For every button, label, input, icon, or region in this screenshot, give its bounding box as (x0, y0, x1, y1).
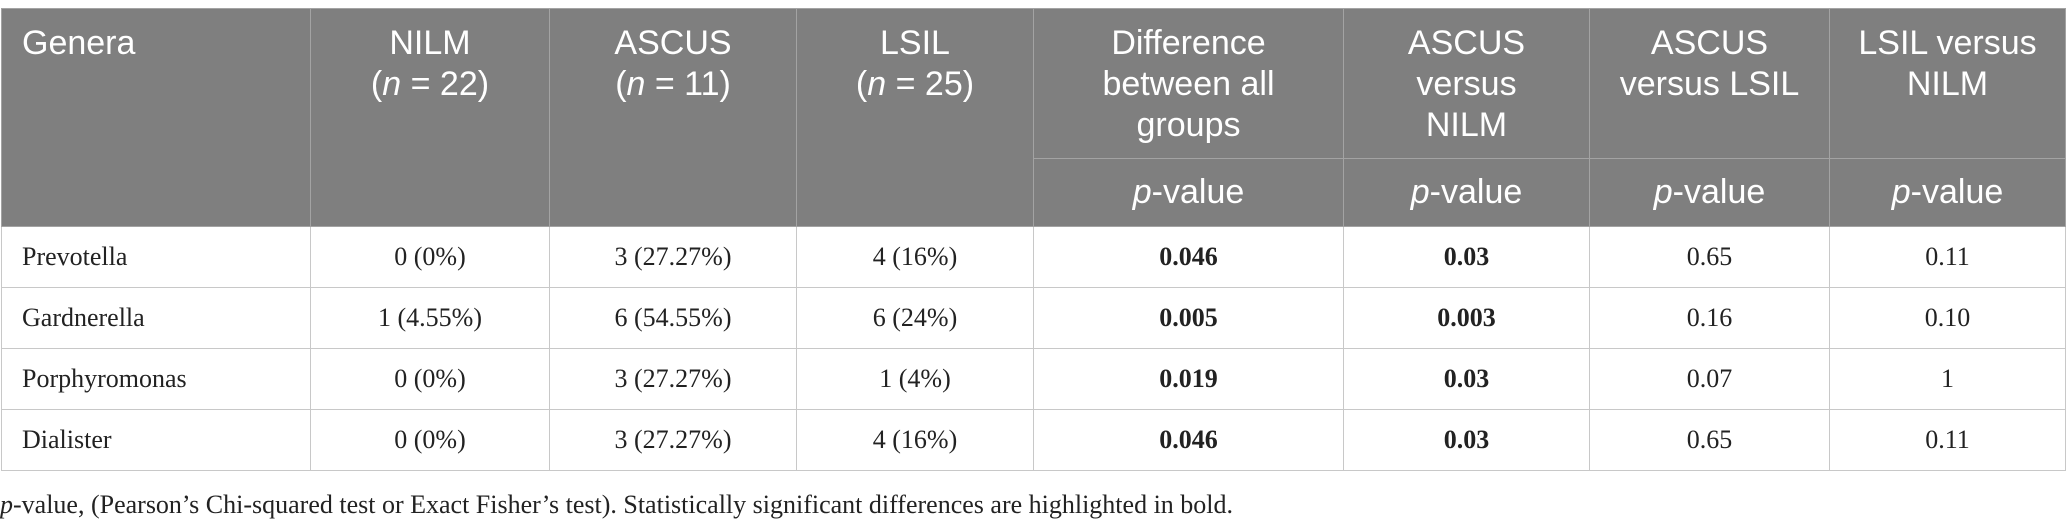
cell-ascus-vs-lsil: 0.65 (1589, 226, 1830, 288)
header-difference-all-groups: Difference between all groups (1033, 8, 1344, 159)
cell-ascus-vs-nilm: 0.003 (1343, 287, 1590, 349)
cell-lsil: 6 (24%) (796, 287, 1034, 349)
cell-difference: 0.046 (1033, 409, 1344, 471)
cell-ascus: 3 (27.27%) (549, 348, 797, 410)
cell-nilm: 1 (4.55%) (310, 287, 550, 349)
cell-lsil-vs-nilm: 0.11 (1829, 409, 2066, 471)
cell-lsil: 1 (4%) (796, 348, 1034, 410)
header-lsil-versus-nilm: LSIL versus NILM (1829, 8, 2066, 159)
cell-genus: Gardnerella (1, 287, 311, 349)
cell-ascus: 6 (54.55%) (549, 287, 797, 349)
header-pvalue: p-value (1343, 158, 1590, 227)
table-body: Prevotella 0 (0%) 3 (27.27%) 4 (16%) 0.0… (1, 226, 2066, 471)
table-row: Prevotella 0 (0%) 3 (27.27%) 4 (16%) 0.0… (1, 226, 2066, 288)
cell-genus: Prevotella (1, 226, 311, 288)
cell-lsil: 4 (16%) (796, 226, 1034, 288)
header-ascus: ASCUS (n = 11) (549, 8, 797, 227)
cell-difference: 0.046 (1033, 226, 1344, 288)
cell-difference: 0.005 (1033, 287, 1344, 349)
cell-genus: Dialister (1, 409, 311, 471)
header-nilm: NILM (n = 22) (310, 8, 550, 227)
cell-lsil: 4 (16%) (796, 409, 1034, 471)
cell-nilm: 0 (0%) (310, 409, 550, 471)
cell-ascus: 3 (27.27%) (549, 409, 797, 471)
cell-nilm: 0 (0%) (310, 226, 550, 288)
cell-ascus-vs-lsil: 0.07 (1589, 348, 1830, 410)
cell-ascus-vs-lsil: 0.65 (1589, 409, 1830, 471)
table-container: Genera NILM (n = 22) ASCUS (n = 11) LSIL… (0, 8, 2068, 471)
header-pvalue: p-value (1033, 158, 1344, 227)
header-lsil: LSIL (n = 25) (796, 8, 1034, 227)
table-footnote: p-value, (Pearson’s Chi-squared test or … (0, 490, 1234, 519)
cell-lsil-vs-nilm: 0.11 (1829, 226, 2066, 288)
cell-difference: 0.019 (1033, 348, 1344, 410)
cell-ascus-vs-nilm: 0.03 (1343, 409, 1590, 471)
cell-ascus-vs-lsil: 0.16 (1589, 287, 1830, 349)
cell-nilm: 0 (0%) (310, 348, 550, 410)
cell-genus: Porphyromonas (1, 348, 311, 410)
table-row: Dialister 0 (0%) 3 (27.27%) 4 (16%) 0.04… (1, 409, 2066, 471)
table-row: Gardnerella 1 (4.55%) 6 (54.55%) 6 (24%)… (1, 287, 2066, 349)
cell-lsil-vs-nilm: 1 (1829, 348, 2066, 410)
cell-ascus: 3 (27.27%) (549, 226, 797, 288)
header-genera: Genera (1, 8, 311, 227)
header-ascus-versus-nilm: ASCUS versus NILM (1343, 8, 1590, 159)
header-pvalue: p-value (1829, 158, 2066, 227)
cell-ascus-vs-nilm: 0.03 (1343, 226, 1590, 288)
header-pvalue: p-value (1589, 158, 1830, 227)
cell-ascus-vs-nilm: 0.03 (1343, 348, 1590, 410)
table-header: Genera NILM (n = 22) ASCUS (n = 11) LSIL… (1, 8, 2066, 227)
cell-lsil-vs-nilm: 0.10 (1829, 287, 2066, 349)
genera-table: Genera NILM (n = 22) ASCUS (n = 11) LSIL… (1, 8, 2066, 471)
header-ascus-versus-lsil: ASCUS versus LSIL (1589, 8, 1830, 159)
table-row: Porphyromonas 0 (0%) 3 (27.27%) 1 (4%) 0… (1, 348, 2066, 410)
